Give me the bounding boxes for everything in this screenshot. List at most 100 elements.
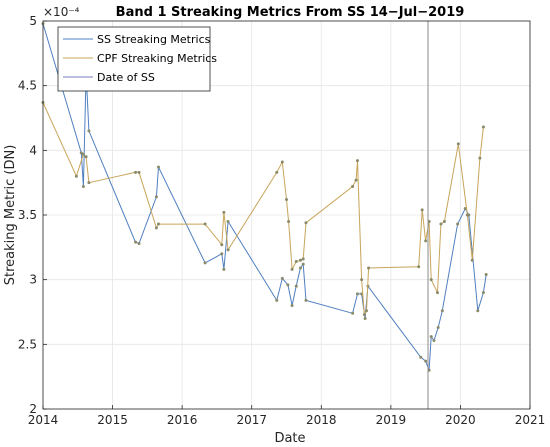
x-axis: 2014 2015 2016 2017 2018 2019 2020 2021 <box>28 405 546 427</box>
series-0-point <box>355 292 359 296</box>
series-0-point <box>220 252 224 256</box>
x-tick-label: 2019 <box>376 413 407 427</box>
series-1-point <box>355 159 359 163</box>
legend: SS Streaking Metrics CPF Streaking Metri… <box>57 26 217 92</box>
series-1-point <box>439 222 443 226</box>
legend-label-date: Date of SS <box>97 71 155 84</box>
y-tick-label: 5 <box>29 14 37 28</box>
legend-label-ss: SS Streaking Metrics <box>97 33 211 46</box>
series-1-point <box>429 278 433 282</box>
series-1-point <box>420 208 424 212</box>
series-0-point <box>294 284 298 288</box>
series-0-point <box>203 261 207 265</box>
y-tick-label: 2 <box>29 402 37 416</box>
series-0-point <box>436 326 440 330</box>
series-1-point <box>84 155 88 159</box>
series-1-point <box>456 142 460 146</box>
series-1-point <box>290 267 294 271</box>
y-axis-exponent: ×10⁻⁴ <box>43 5 80 19</box>
series-0-point <box>301 262 305 266</box>
series-0-point <box>280 276 284 280</box>
series-1-point <box>87 181 91 185</box>
y-tick-label: 2.5 <box>18 337 37 351</box>
series-1-point <box>285 197 288 201</box>
series-0-point <box>226 219 230 223</box>
series-1-point <box>354 178 358 182</box>
series-1-point <box>154 226 158 230</box>
series-0-point <box>87 129 91 133</box>
series-1-point <box>275 170 279 174</box>
series-0-point <box>156 165 160 169</box>
series-1-point <box>134 170 138 174</box>
series-1-point <box>435 291 439 295</box>
series-0-point <box>419 355 423 359</box>
series-1-point <box>137 170 141 174</box>
series-1-point <box>478 156 482 160</box>
series-0-point <box>476 309 480 313</box>
series-1-point <box>280 160 284 164</box>
x-tick-label: 2021 <box>515 413 546 427</box>
series-1-point <box>81 152 85 156</box>
series-1-point <box>442 219 446 223</box>
series-1-point <box>470 258 474 262</box>
series-1-point <box>301 257 305 261</box>
series-1-point <box>424 239 428 243</box>
series-line-1 <box>42 102 484 317</box>
series-0-point <box>481 291 485 295</box>
x-tick-label: 2018 <box>306 413 337 427</box>
series-0-point <box>351 311 355 315</box>
y-tick-label: 4 <box>29 143 37 157</box>
series-1-point <box>351 185 355 189</box>
y-axis: 2 2.5 3 3.5 4 4.5 5 <box>18 14 47 416</box>
x-tick-label: 2014 <box>28 413 59 427</box>
series-0-point <box>484 272 488 276</box>
series-1-point <box>304 221 308 225</box>
series-0-point <box>154 195 158 199</box>
series-1-point <box>203 222 207 226</box>
series-layer <box>41 21 488 409</box>
series-0-point <box>134 240 138 244</box>
x-tick-label: 2020 <box>445 413 476 427</box>
series-1-point <box>294 260 298 264</box>
series-0-point <box>222 267 226 271</box>
x-tick-label: 2016 <box>167 413 198 427</box>
series-1-point <box>156 222 160 226</box>
series-0-point <box>298 266 302 270</box>
series-1-point <box>367 266 371 270</box>
series-1-point <box>365 309 369 313</box>
y-tick-label: 4.5 <box>18 79 37 93</box>
series-0-point <box>286 283 290 287</box>
x-tick-label: 2015 <box>97 413 128 427</box>
series-1-point <box>298 258 302 262</box>
series-0-point <box>424 359 428 363</box>
y-axis-label: Streaking Metric (DN) <box>3 145 18 286</box>
series-0-point <box>363 316 367 320</box>
series-0-point <box>432 338 436 342</box>
series-1-point <box>287 219 291 223</box>
series-1-point <box>222 210 226 214</box>
series-0-point <box>440 309 444 313</box>
series-1-point <box>220 243 224 247</box>
series-0-point <box>275 298 279 302</box>
series-0-point <box>81 185 85 189</box>
series-1-point <box>417 265 421 269</box>
series-1-point <box>481 125 485 129</box>
legend-label-cpf: CPF Streaking Metrics <box>97 52 217 65</box>
series-1-point <box>465 213 469 217</box>
x-axis-label: Date <box>274 431 305 446</box>
chart-title: Band 1 Streaking Metrics From SS 14−Jul−… <box>116 5 465 20</box>
series-1-point <box>226 248 230 252</box>
series-0-point <box>137 241 141 245</box>
series-1-point <box>74 174 78 178</box>
y-tick-label: 3.5 <box>18 208 37 222</box>
series-1-point <box>362 313 366 317</box>
series-1-point <box>360 278 364 282</box>
legend-box <box>57 26 211 92</box>
series-0-point <box>290 304 294 308</box>
series-0-point <box>429 335 433 339</box>
y-tick-label: 3 <box>29 273 37 287</box>
series-0-point <box>456 222 460 226</box>
x-tick-label: 2017 <box>236 413 267 427</box>
series-0-point <box>304 298 308 302</box>
